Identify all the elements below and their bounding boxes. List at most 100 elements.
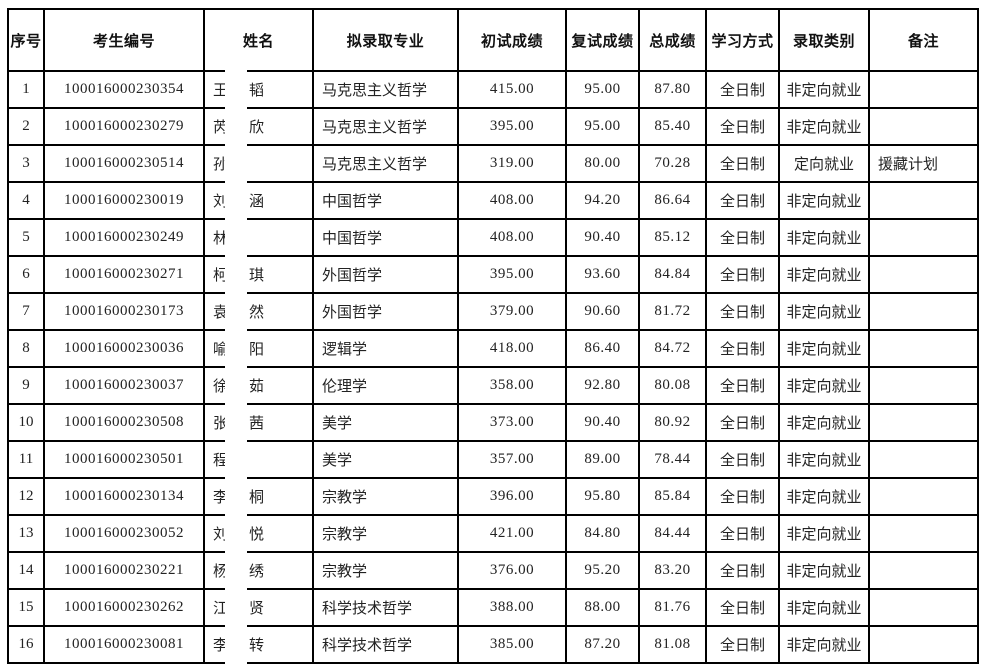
cell-admission-category: 非定向就业 [780, 627, 870, 664]
cell-initial-score: 396.00 [459, 479, 567, 516]
name-redaction-box [225, 438, 247, 481]
cell-serial: 15 [9, 590, 45, 627]
cell-name: 张茜 [205, 401, 314, 444]
cell-remark [870, 627, 979, 664]
cell-candidate-id: 100016000230052 [45, 516, 205, 553]
table-row: 2 100016000230279 芮欣 马克思主义哲学 395.00 95.0… [9, 105, 979, 148]
cell-serial: 4 [9, 183, 45, 220]
cell-total-score: 86.64 [640, 183, 707, 220]
cell-retest-score: 87.20 [567, 627, 640, 664]
name-redaction-box [225, 364, 247, 407]
cell-candidate-id: 100016000230173 [45, 294, 205, 331]
cell-retest-score: 95.80 [567, 479, 640, 516]
name-last-char: 涵 [249, 194, 265, 210]
cell-retest-score: 84.80 [567, 516, 640, 553]
cell-total-score: 80.92 [640, 405, 707, 442]
name-first-char: 喻 [213, 342, 229, 358]
cell-serial: 1 [9, 72, 45, 109]
name-first-char: 王 [213, 83, 229, 99]
cell-total-score: 84.72 [640, 331, 707, 368]
cell-name: 李桐 [205, 475, 314, 518]
table-row: 14 100016000230221 杨绣 宗教学 376.00 95.20 8… [9, 549, 979, 592]
cell-remark [870, 109, 979, 146]
cell-total-score: 85.12 [640, 220, 707, 257]
cell-total-score: 81.08 [640, 627, 707, 664]
cell-study-mode: 全日制 [707, 220, 780, 257]
column-header-remark: 备注 [870, 10, 979, 72]
cell-total-score: 81.76 [640, 590, 707, 627]
cell-serial: 13 [9, 516, 45, 553]
cell-retest-score: 90.60 [567, 294, 640, 331]
cell-major: 美学 [314, 442, 459, 479]
cell-name: 林 [205, 216, 314, 259]
cell-admission-category: 非定向就业 [780, 72, 870, 109]
name-redaction-box [225, 586, 247, 629]
name-redaction-box [225, 142, 247, 185]
cell-initial-score: 357.00 [459, 442, 567, 479]
cell-serial: 9 [9, 368, 45, 405]
cell-study-mode: 全日制 [707, 479, 780, 516]
cell-retest-score: 95.00 [567, 72, 640, 109]
cell-total-score: 70.28 [640, 146, 707, 183]
name-last-char: 转 [249, 638, 265, 654]
cell-initial-score: 395.00 [459, 257, 567, 294]
cell-candidate-id: 100016000230271 [45, 257, 205, 294]
cell-study-mode: 全日制 [707, 331, 780, 368]
name-redaction-box [225, 105, 247, 148]
table-row: 1 100016000230354 王韬 马克思主义哲学 415.00 95.0… [9, 68, 979, 111]
cell-major: 逻辑学 [314, 331, 459, 368]
cell-name: 喻阳 [205, 327, 314, 370]
table-row: 5 100016000230249 林 中国哲学 408.00 90.40 85… [9, 216, 979, 259]
cell-total-score: 83.20 [640, 553, 707, 590]
cell-initial-score: 358.00 [459, 368, 567, 405]
name-first-char: 江 [213, 601, 229, 617]
cell-initial-score: 376.00 [459, 553, 567, 590]
cell-candidate-id: 100016000230037 [45, 368, 205, 405]
cell-name: 刘悦 [205, 512, 314, 555]
cell-name: 王韬 [205, 68, 314, 111]
cell-admission-category: 定向就业 [780, 146, 870, 183]
cell-study-mode: 全日制 [707, 442, 780, 479]
cell-remark [870, 590, 979, 627]
cell-remark [870, 516, 979, 553]
cell-study-mode: 全日制 [707, 257, 780, 294]
name-last-char: 欣 [249, 120, 265, 136]
header-row: 序号 考生编号 姓名 拟录取专业 初试成绩 复试成绩 总成绩 学习方式 录取类别… [9, 10, 979, 72]
cell-remark [870, 479, 979, 516]
column-header-study-mode: 学习方式 [707, 10, 780, 72]
cell-total-score: 80.08 [640, 368, 707, 405]
cell-major: 马克思主义哲学 [314, 72, 459, 109]
name-first-char: 刘 [213, 194, 229, 210]
cell-remark [870, 183, 979, 220]
cell-study-mode: 全日制 [707, 590, 780, 627]
cell-major: 中国哲学 [314, 220, 459, 257]
cell-name: 徐茹 [205, 364, 314, 407]
name-redaction-box [225, 253, 247, 296]
cell-retest-score: 90.40 [567, 405, 640, 442]
cell-serial: 12 [9, 479, 45, 516]
column-header-total-score: 总成绩 [640, 10, 707, 72]
cell-retest-score: 92.80 [567, 368, 640, 405]
cell-total-score: 84.44 [640, 516, 707, 553]
cell-retest-score: 94.20 [567, 183, 640, 220]
column-header-serial: 序号 [9, 10, 45, 72]
name-last-char: 贤 [249, 601, 265, 617]
cell-retest-score: 90.40 [567, 220, 640, 257]
cell-remark [870, 331, 979, 368]
cell-candidate-id: 100016000230081 [45, 627, 205, 664]
name-first-char: 李 [213, 490, 229, 506]
cell-serial: 11 [9, 442, 45, 479]
cell-major: 外国哲学 [314, 294, 459, 331]
name-first-char: 孙 [213, 157, 229, 173]
cell-name: 程 [205, 438, 314, 481]
name-last-char: 悦 [249, 527, 265, 543]
cell-retest-score: 93.60 [567, 257, 640, 294]
cell-initial-score: 319.00 [459, 146, 567, 183]
column-header-retest-score: 复试成绩 [567, 10, 640, 72]
cell-serial: 2 [9, 109, 45, 146]
cell-serial: 3 [9, 146, 45, 183]
cell-remark [870, 220, 979, 257]
cell-major: 马克思主义哲学 [314, 109, 459, 146]
table-row: 9 100016000230037 徐茹 伦理学 358.00 92.80 80… [9, 364, 979, 407]
cell-name: 袁然 [205, 290, 314, 333]
